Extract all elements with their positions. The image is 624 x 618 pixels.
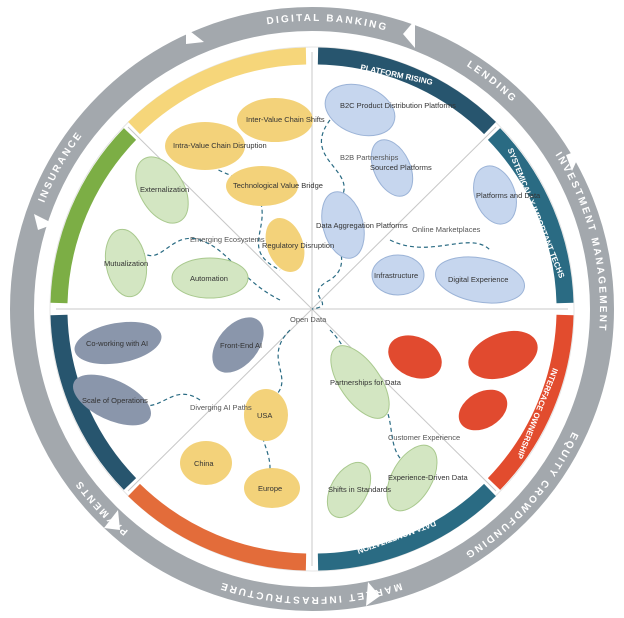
blob-automation: Automation (171, 257, 249, 299)
blob-label-infrastructure: Infrastructure (374, 271, 418, 280)
segment-bands (50, 47, 574, 571)
ring-arrow-3 (580, 440, 602, 456)
blob-intra-value: Intra-Value Chain Disruption (165, 122, 267, 170)
ring-arrow-1 (403, 20, 415, 48)
center-label-customer: Customer Experience (388, 433, 460, 442)
center-label-open: Open Data (290, 315, 327, 324)
center-label-online: Online Marketplaces (412, 225, 481, 234)
blob-label-inter-value: Inter-Value Chain Shifts (246, 115, 325, 124)
blob-usa: USA (244, 389, 288, 441)
blob-label-coworking: Co-working with AI (86, 339, 148, 348)
blob-label-tech-bridge: Technological Value Bridge (233, 181, 323, 190)
blob-label-partnerships-data: Partnerships for Data (330, 378, 402, 387)
blob-label-platforms-data: Platforms and Data (476, 191, 541, 200)
blob-label-experience-data: Experience-Driven Data (388, 473, 468, 482)
blob-label-aggregation: Data Aggregation Platforms (316, 221, 408, 230)
blob-infrastructure: Infrastructure (371, 254, 425, 296)
outer-ring (10, 7, 614, 611)
blob-inter-value: Inter-Value Chain Shifts (237, 98, 325, 142)
ring-arrow-2 (566, 149, 582, 171)
blob-label-digital-experience: Digital Experience (448, 275, 508, 284)
band-cost-commoditization (50, 128, 137, 304)
blob-label-europe: Europe (258, 484, 282, 493)
center-label-b2b: B2B Partnerships (340, 153, 399, 162)
blob-mutualization: Mutualization (104, 228, 148, 298)
blob-scale: Scale of Operations (73, 374, 151, 426)
blob-china: China (180, 441, 232, 485)
blob-label-shifts: Shifts in Standards (328, 485, 391, 494)
blob-shifts: Shifts in Standards (326, 462, 391, 518)
ring-arrow-7 (186, 28, 204, 44)
band-interface-ownership (487, 314, 574, 490)
spoke-se (311, 308, 497, 492)
blob-label-usa: USA (257, 411, 272, 420)
blob-label-mutualization: Mutualization (104, 259, 148, 268)
blob-label-china: China (194, 459, 214, 468)
blob-experience-data: Experience-Driven Data (386, 444, 468, 512)
blob-front-end-ai: Front-End AI (212, 317, 264, 373)
blob-aggregation: Data Aggregation Platforms (316, 191, 408, 259)
blob-coworking: Co-working with AI (74, 321, 162, 365)
blob-label-regulatory: Regulatory Disruption (262, 241, 334, 250)
band-bionic-workforce (50, 314, 137, 490)
blob-sourced: Sourced Platforms (370, 139, 432, 197)
ring-arrow-6 (34, 214, 54, 230)
ring-arrow-5 (104, 510, 120, 530)
spoke-ne (311, 126, 497, 310)
spoke-sw (127, 308, 313, 492)
ring-arrows (34, 20, 602, 606)
blob-partnerships-data: Partnerships for Data (330, 345, 402, 419)
blob-regulatory: Regulatory Disruption (262, 217, 334, 273)
blob-digital-experience: Digital Experience (435, 256, 525, 304)
blob-platforms-data: Platforms and Data (473, 165, 541, 225)
connector-2 (389, 239, 491, 251)
blob-externalization: Externalization (135, 156, 189, 224)
blob-label-scale: Scale of Operations (82, 396, 148, 405)
spokes (56, 52, 568, 566)
ring-arrow-4 (366, 582, 380, 606)
center-label-emerging: Emerging Ecosystems (190, 235, 265, 244)
band-data-monetization (317, 483, 496, 571)
blob-label-front-end-ai: Front-End AI (220, 341, 262, 350)
band-systemically-important (487, 128, 574, 304)
blob-b2c: B2C Product Distribution Platforms (324, 83, 456, 137)
blob-label-sourced: Sourced Platforms (370, 163, 432, 172)
blob-red-2 (468, 330, 538, 380)
blob-label-intra-value: Intra-Value Chain Disruption (173, 141, 267, 150)
band-platform-rising (317, 47, 496, 135)
blob-label-b2c: B2C Product Distribution Platforms (340, 101, 456, 110)
blob-tech-bridge: Technological Value Bridge (226, 166, 323, 206)
blob-label-externalization: Externalization (140, 185, 189, 194)
blob-red-3 (458, 389, 508, 431)
blob-label-automation: Automation (190, 274, 228, 283)
spoke-nw (127, 126, 313, 310)
blob-red-1 (388, 335, 442, 379)
connector-5 (139, 237, 281, 301)
center-label-diverging: Diverging AI Paths (190, 403, 252, 412)
blob-europe: Europe (244, 468, 300, 508)
band-financial-regionalization (128, 483, 307, 571)
band-yellow (128, 47, 307, 135)
